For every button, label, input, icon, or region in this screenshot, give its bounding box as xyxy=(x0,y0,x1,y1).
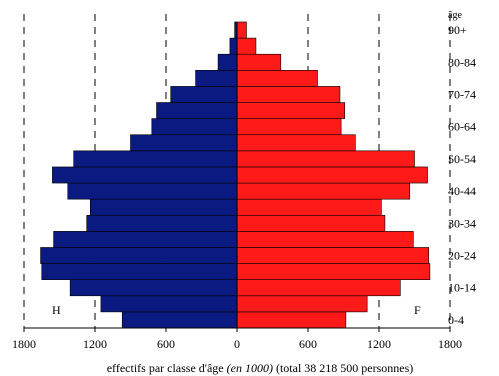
bar-men-45-49 xyxy=(52,166,238,184)
age-label-60-64: 60-64 xyxy=(448,120,476,134)
bar-men-35-39 xyxy=(89,198,238,216)
bar-women-50-54 xyxy=(236,150,415,168)
x-tick-label: 1200 xyxy=(367,337,391,351)
bar-women-70-74 xyxy=(236,86,341,103)
bar-women-65-69 xyxy=(236,102,345,119)
bar-women-25-29 xyxy=(236,231,414,248)
bar-men-75-79 xyxy=(195,70,238,87)
bar-men-40-44 xyxy=(67,182,238,200)
bar-women-85-89 xyxy=(236,37,257,55)
bar-men-20-24 xyxy=(40,247,238,264)
x-axis: 1800 1200 600 0 600 1200 1800 xyxy=(12,22,462,351)
bar-women-55-59 xyxy=(236,134,356,152)
age-label-10-14: 10-14 xyxy=(448,281,476,295)
x-axis-title-unit: (en 1000) xyxy=(227,361,273,375)
age-label-70-74: 70-74 xyxy=(448,87,476,101)
bar-women-0-4 xyxy=(236,311,347,329)
bar-women-75-79 xyxy=(236,70,318,87)
bar-women-60-64 xyxy=(236,118,342,136)
bar-men-30-34 xyxy=(86,214,238,232)
x-tick-label: 1200 xyxy=(83,337,107,351)
x-axis-title-main: effectifs par classe d'âge xyxy=(107,361,224,375)
men-side-label: H xyxy=(52,303,61,317)
bar-men-10-14 xyxy=(69,279,238,297)
age-label-20-24: 20-24 xyxy=(448,249,476,263)
bar-women-30-34 xyxy=(236,214,386,232)
age-label-40-44: 40-44 xyxy=(448,184,476,198)
age-label-30-34: 30-34 xyxy=(448,216,476,230)
age-label-0-4: 0-4 xyxy=(448,313,464,327)
bar-men-70-74 xyxy=(170,86,238,103)
bar-women-5-9 xyxy=(236,295,368,313)
bar-men-5-9 xyxy=(100,295,238,313)
x-axis-title-total: (total 38 218 500 personnes) xyxy=(276,361,413,375)
bar-women-40-44 xyxy=(236,182,411,200)
age-label-90+: 90+ xyxy=(448,23,467,37)
bar-women-15-19 xyxy=(236,263,431,280)
x-tick-label: 1800 xyxy=(438,337,462,351)
x-tick-label: 600 xyxy=(299,337,317,351)
bar-men-50-54 xyxy=(73,150,238,168)
bars-men xyxy=(40,21,238,329)
bar-men-15-19 xyxy=(41,263,238,280)
bar-women-90+ xyxy=(236,21,247,39)
age-label-80-84: 80-84 xyxy=(448,55,476,69)
bar-men-60-64 xyxy=(151,118,238,136)
bar-men-55-59 xyxy=(130,134,238,152)
bars-women xyxy=(236,21,431,329)
bar-women-20-24 xyxy=(236,247,429,264)
x-tick-label: 0 xyxy=(234,337,240,351)
bar-men-85-89 xyxy=(229,37,238,55)
x-tick-label: 600 xyxy=(157,337,175,351)
bar-men-0-4 xyxy=(121,311,238,329)
x-axis-title: effectifs par classe d'âge (en 1000) (to… xyxy=(107,361,414,375)
bar-women-45-49 xyxy=(236,166,428,184)
x-tick-label: 1800 xyxy=(12,337,36,351)
bar-men-80-84 xyxy=(217,53,238,71)
bar-women-80-84 xyxy=(236,53,282,71)
age-labels: 0-4 10-14 20-24 30-34 40-44 50-54 60-64 70-74 80… xyxy=(448,23,476,327)
age-label-50-54: 50-54 xyxy=(448,152,476,166)
bar-women-35-39 xyxy=(236,198,382,216)
bar-women-10-14 xyxy=(236,279,401,297)
women-side-label: F xyxy=(414,303,421,317)
age-axis-title: âge xyxy=(448,10,462,21)
bar-men-65-69 xyxy=(156,102,238,119)
bar-men-25-29 xyxy=(53,231,238,248)
